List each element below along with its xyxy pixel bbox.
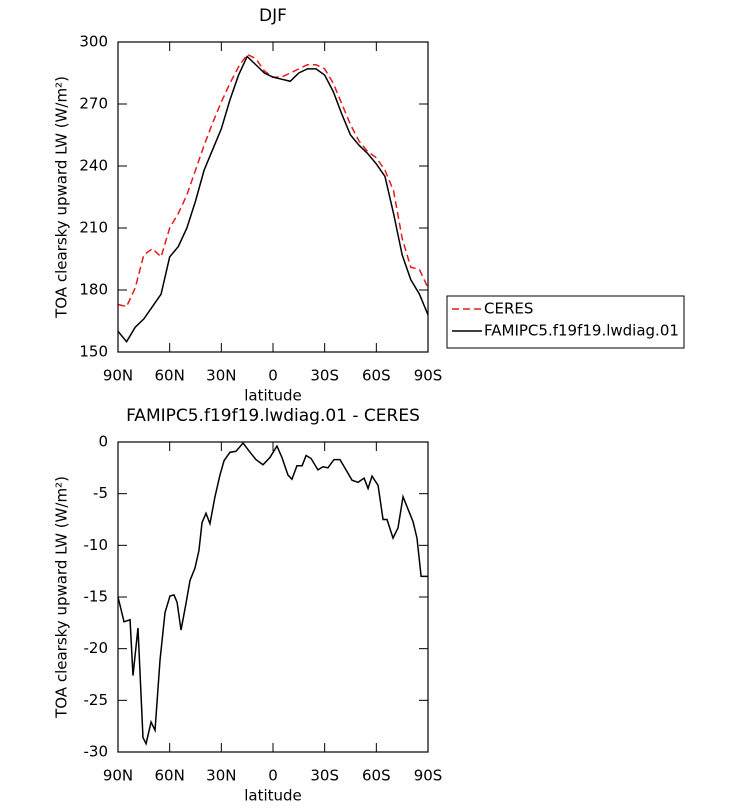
chart-title: FAMIPC5.f19f19.lwdiag.01 - CERES (126, 406, 420, 426)
x-tick-label: 90S (414, 767, 443, 785)
x-tick-label: 0 (268, 767, 278, 785)
y-tick-label: -30 (84, 743, 109, 761)
plot-frame (117, 441, 429, 753)
legend-box (446, 295, 685, 349)
x-tick-label: 30S (310, 367, 339, 385)
series-line (117, 55, 429, 343)
x-axis-label: latitude (244, 787, 302, 805)
y-tick-label: -20 (84, 639, 109, 657)
y-tick-label: 240 (79, 157, 108, 175)
y-tick-label: 180 (79, 281, 108, 299)
y-axis-label: TOA clearsky upward LW (W/m²) (53, 476, 71, 719)
y-tick-label: 210 (79, 219, 108, 237)
x-tick-label: 90N (103, 367, 133, 385)
x-tick-label: 60N (155, 767, 185, 785)
series-line (117, 53, 429, 308)
x-tick-label: 30N (206, 767, 236, 785)
x-tick-label: 0 (268, 367, 278, 385)
legend-label: CERES (484, 300, 533, 318)
legend-label: FAMIPC5.f19f19.lwdiag.01 (484, 322, 679, 340)
x-tick-label: 60S (362, 767, 391, 785)
x-axis-label: latitude (244, 387, 302, 405)
y-tick-label: -15 (84, 588, 109, 606)
plot-frame (117, 41, 429, 353)
series-line (117, 441, 428, 746)
y-tick-label: -5 (93, 484, 108, 502)
x-tick-label: 90S (414, 367, 443, 385)
y-tick-label: -25 (84, 691, 109, 709)
x-tick-label: 30S (310, 767, 339, 785)
y-tick-label: 300 (79, 33, 108, 51)
x-tick-label: 60N (155, 367, 185, 385)
x-tick-label: 90N (103, 767, 133, 785)
y-axis-label: TOA clearsky upward LW (W/m²) (53, 76, 71, 319)
y-tick-label: 270 (79, 95, 108, 113)
x-tick-label: 30N (206, 367, 236, 385)
y-tick-label: -10 (84, 536, 109, 554)
x-tick-label: 60S (362, 367, 391, 385)
y-tick-label: 0 (98, 433, 108, 451)
y-tick-label: 150 (79, 343, 108, 361)
chart-title: DJF (259, 6, 287, 26)
